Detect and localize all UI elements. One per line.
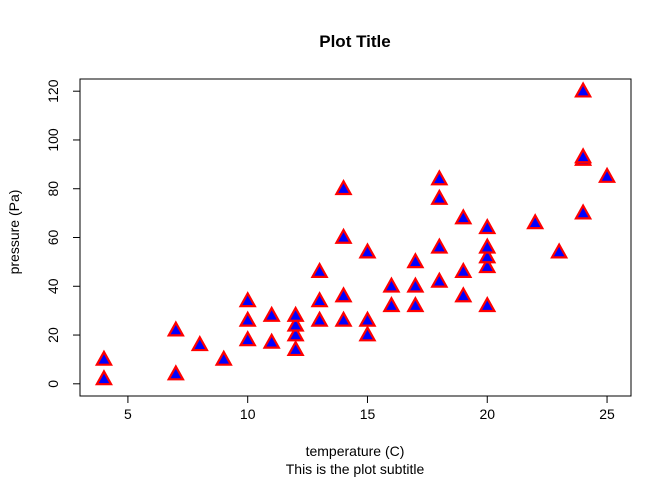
scatter-point <box>430 188 449 205</box>
scatter-point <box>478 237 497 254</box>
scatter-point <box>238 291 257 308</box>
scatter-point <box>310 310 329 327</box>
y-tick-label: 40 <box>45 278 61 294</box>
scatter-point <box>334 227 353 244</box>
scatter-point <box>574 203 593 220</box>
scatter-point <box>454 261 473 278</box>
scatter-point <box>238 310 257 327</box>
scatter-point <box>358 242 377 259</box>
scatter-point <box>598 166 617 183</box>
y-axis-label: pressure (Pa) <box>6 190 22 275</box>
scatter-point <box>286 339 305 357</box>
data-points <box>94 81 617 386</box>
scatter-point <box>478 296 497 313</box>
scatter-point <box>238 330 257 347</box>
scatter-point <box>286 315 305 332</box>
scatter-point <box>310 261 329 278</box>
plot-area-frame <box>79 78 632 397</box>
scatter-point <box>166 364 185 381</box>
scatter-point <box>94 349 113 366</box>
y-tick-label: 60 <box>45 230 61 246</box>
x-axis-label: temperature (C) <box>306 443 405 459</box>
x-tick-label: 5 <box>124 406 132 422</box>
x-tick-label: 20 <box>479 406 495 422</box>
scatter-point <box>286 325 305 342</box>
scatter-point <box>550 242 569 259</box>
scatter-point <box>310 291 329 308</box>
x-tick-label: 25 <box>599 406 615 422</box>
scatter-point <box>478 247 497 264</box>
x-axis: 5 10 15 20 25 <box>124 395 615 422</box>
scatter-point <box>478 217 497 235</box>
scatter-point <box>382 296 401 313</box>
y-axis: 0 20 40 60 80 100 120 <box>45 79 81 388</box>
scatter-point <box>526 213 545 230</box>
y-tick-label: 100 <box>45 128 61 152</box>
chart-title: Plot Title <box>319 32 390 51</box>
scatter-point <box>190 335 209 352</box>
scatter-point <box>262 332 281 349</box>
scatter-point <box>358 310 377 327</box>
scatter-point <box>286 305 305 322</box>
scatter-point <box>574 81 593 98</box>
scatter-point <box>454 286 473 303</box>
plot-subtitle: This is the plot subtitle <box>286 461 425 477</box>
scatter-point <box>334 310 353 327</box>
scatter-point <box>406 296 425 313</box>
scatter-point <box>430 169 449 186</box>
x-tick-label: 10 <box>240 406 256 422</box>
scatter-point <box>382 276 401 293</box>
scatter-point <box>430 271 449 288</box>
scatter-point <box>430 237 449 254</box>
scatter-point <box>334 286 353 303</box>
scatter-point <box>262 305 281 322</box>
x-tick-label: 15 <box>360 406 376 422</box>
scatter-point <box>166 320 185 337</box>
scatter-point <box>94 369 113 386</box>
y-tick-label: 0 <box>45 380 61 388</box>
scatter-point <box>478 257 497 274</box>
scatter-point <box>574 147 593 164</box>
y-tick-label: 80 <box>45 181 61 197</box>
scatter-point <box>358 325 377 342</box>
y-tick-label: 120 <box>45 79 61 103</box>
y-tick-label: 20 <box>45 327 61 343</box>
scatter-point <box>406 252 425 269</box>
scatter-point <box>334 178 353 196</box>
scatter-point <box>454 208 473 225</box>
scatter-point <box>214 349 233 366</box>
scatter-point <box>406 276 425 293</box>
